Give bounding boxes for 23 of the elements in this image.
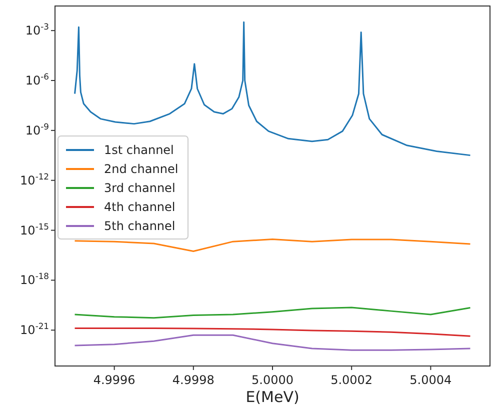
legend-label: 2nd channel xyxy=(104,162,178,176)
y-tick-label: 10$^{-3}$ xyxy=(25,22,49,38)
x-tick-label: 4.9998 xyxy=(172,373,214,387)
line-series xyxy=(74,306,471,319)
x-axis-title: E(MeV) xyxy=(246,388,300,406)
y-tick-label: 10$^{-12}$ xyxy=(20,171,49,188)
x-tick-label: 5.0000 xyxy=(252,373,294,387)
y-tick-label: 10$^{-6}$ xyxy=(25,72,49,88)
legend-label: 4th channel xyxy=(104,200,176,214)
line-series xyxy=(74,21,471,156)
y-tick-label: 10$^{-21}$ xyxy=(20,321,49,338)
y-tick-label: 10$^{-18}$ xyxy=(20,271,49,288)
y-tick-label: 10$^{-9}$ xyxy=(25,121,49,138)
y-tick-label: 10$^{-15}$ xyxy=(20,221,49,238)
x-tick-label: 5.0002 xyxy=(330,373,373,387)
line-series xyxy=(74,327,471,337)
x-tick-label: 5.0004 xyxy=(410,373,452,387)
legend-label: 3rd channel xyxy=(104,181,176,195)
legend-label: 1st channel xyxy=(104,143,174,157)
x-tick-label: 4.9996 xyxy=(93,373,136,387)
line-series xyxy=(74,334,471,351)
legend-label: 5th channel xyxy=(104,219,176,233)
line-series xyxy=(74,238,471,252)
